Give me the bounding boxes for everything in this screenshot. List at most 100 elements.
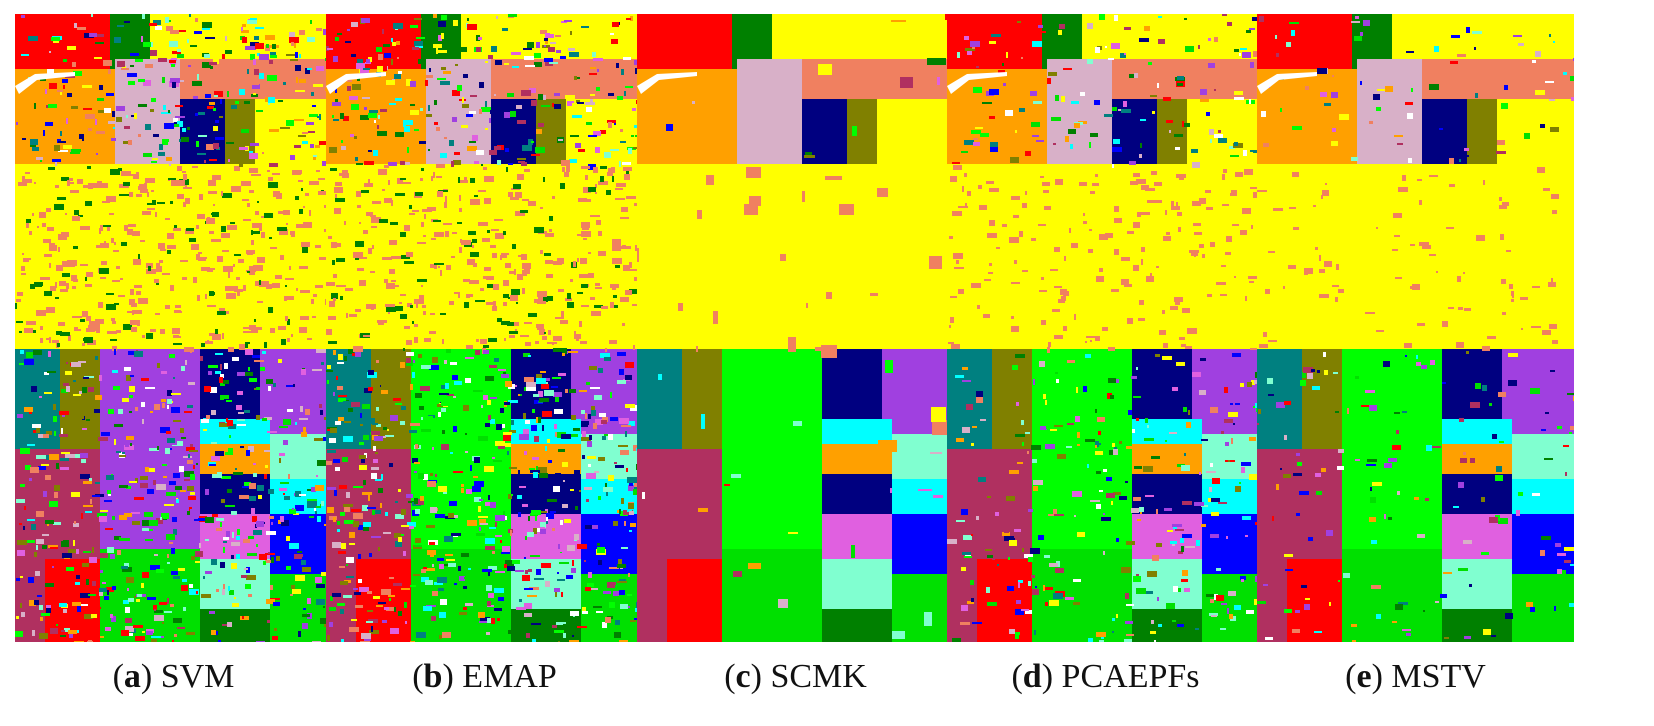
noise-speckle: [1222, 174, 1225, 180]
noise-speckle: [189, 589, 199, 595]
noise-speckle: [522, 575, 530, 581]
noise-speckle: [376, 407, 379, 411]
noise-speckle: [1227, 608, 1229, 614]
caption-method: PCAEPFs: [1061, 658, 1200, 695]
noise-speckle: [1563, 72, 1567, 75]
noise-speckle: [248, 446, 254, 452]
noise-speckle: [965, 48, 975, 51]
noise-speckle: [1175, 302, 1180, 305]
noise-speckle: [71, 362, 81, 367]
noise-speckle: [1457, 276, 1461, 282]
noise-speckle: [1234, 142, 1238, 146]
noise-speckle: [601, 306, 608, 309]
noise-speckle: [155, 313, 160, 315]
noise-speckle: [1155, 354, 1160, 357]
noise-speckle: [515, 385, 517, 387]
class-region: [722, 349, 822, 549]
noise-speckle: [421, 365, 431, 369]
noise-speckle: [249, 325, 256, 330]
noise-speckle: [464, 177, 467, 183]
noise-speckle: [489, 118, 491, 123]
noise-speckle: [409, 430, 417, 433]
noise-speckle: [80, 453, 88, 458]
noise-speckle: [443, 491, 447, 494]
noise-speckle: [127, 311, 133, 313]
noise-speckle: [1087, 59, 1093, 64]
class-region: [637, 164, 954, 349]
noise-speckle: [528, 569, 532, 572]
noise-speckle: [70, 152, 80, 154]
class-region: [1257, 14, 1352, 69]
noise-speckle: [1111, 289, 1119, 292]
noise-speckle: [1145, 591, 1153, 594]
noise-speckle: [371, 418, 375, 424]
noise-speckle: [132, 521, 140, 525]
noise-speckle: [625, 290, 632, 295]
noise-speckle: [174, 122, 179, 124]
noise-speckle: [72, 602, 81, 606]
noise-speckle: [426, 75, 433, 78]
noise-speckle: [49, 454, 59, 460]
noise-speckle: [400, 161, 405, 165]
noise-speckle: [352, 84, 361, 90]
noise-speckle: [289, 37, 299, 43]
noise-speckle: [1140, 119, 1146, 121]
noise-speckle: [1259, 16, 1264, 22]
noise-speckle: [986, 181, 994, 184]
noise-speckle: [962, 552, 971, 555]
noise-speckle: [488, 566, 497, 570]
noise-speckle: [628, 421, 635, 426]
noise-speckle: [61, 630, 65, 632]
noise-speckle: [323, 606, 325, 608]
noise-speckle: [825, 176, 842, 180]
noise-speckle: [427, 207, 436, 211]
noise-speckle: [1541, 536, 1551, 540]
noise-speckle: [283, 436, 287, 439]
noise-speckle: [253, 59, 256, 65]
noise-speckle: [43, 239, 51, 243]
noise-speckle: [1015, 609, 1024, 615]
noise-speckle: [1316, 491, 1322, 495]
noise-speckle: [21, 273, 26, 275]
noise-speckle: [594, 471, 599, 473]
noise-speckle: [485, 61, 488, 63]
noise-speckle: [1112, 147, 1122, 152]
noise-speckle: [414, 299, 424, 304]
noise-speckle: [401, 509, 406, 515]
noise-speckle: [1221, 265, 1226, 267]
noise-speckle: [362, 404, 370, 409]
noise-speckle: [1395, 277, 1402, 279]
noise-speckle: [518, 512, 521, 517]
noise-speckle: [582, 225, 589, 230]
noise-speckle: [780, 254, 786, 261]
noise-speckle: [1291, 30, 1295, 36]
noise-speckle: [632, 108, 636, 111]
noise-speckle: [388, 595, 395, 597]
noise-speckle: [246, 575, 256, 580]
noise-speckle: [231, 555, 234, 559]
noise-speckle: [376, 47, 382, 52]
noise-speckle: [1397, 491, 1400, 495]
noise-speckle: [458, 292, 460, 298]
noise-speckle: [1506, 250, 1511, 252]
noise-speckle: [244, 101, 250, 104]
noise-speckle: [1502, 312, 1506, 315]
noise-speckle: [1285, 569, 1293, 571]
noise-speckle: [1251, 225, 1253, 229]
noise-speckle: [49, 364, 54, 367]
class-region: [892, 479, 954, 514]
noise-speckle: [103, 60, 112, 66]
noise-speckle: [1292, 629, 1300, 633]
noise-speckle: [128, 351, 137, 355]
noise-speckle: [1025, 432, 1030, 434]
noise-speckle: [1055, 372, 1058, 374]
noise-speckle: [1254, 599, 1258, 605]
noise-speckle: [1182, 121, 1184, 127]
noise-speckle: [333, 56, 338, 62]
noise-speckle: [303, 427, 306, 432]
noise-speckle: [36, 455, 46, 459]
noise-speckle: [439, 393, 449, 395]
noise-speckle: [81, 513, 83, 519]
noise-speckle: [546, 513, 554, 519]
noise-speckle: [1472, 31, 1482, 34]
